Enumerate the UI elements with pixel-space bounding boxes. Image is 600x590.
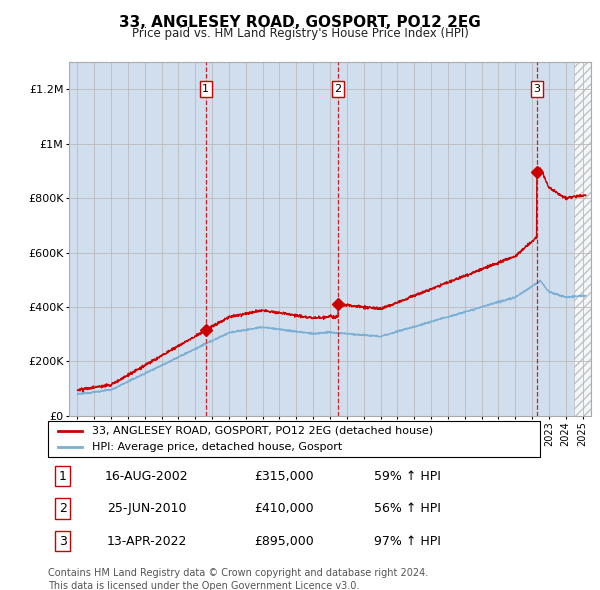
Text: 59% ↑ HPI: 59% ↑ HPI: [374, 470, 440, 483]
Text: 1: 1: [59, 470, 67, 483]
Text: £315,000: £315,000: [254, 470, 314, 483]
Text: 2: 2: [59, 502, 67, 515]
Bar: [338, 62, 537, 416]
Bar: [574, 62, 591, 416]
Text: £895,000: £895,000: [254, 535, 314, 548]
Text: 56% ↑ HPI: 56% ↑ HPI: [374, 502, 440, 515]
Bar: [69, 62, 206, 416]
Text: 16-AUG-2002: 16-AUG-2002: [104, 470, 188, 483]
Text: Contains HM Land Registry data © Crown copyright and database right 2024.
This d: Contains HM Land Registry data © Crown c…: [48, 568, 428, 590]
Text: 33, ANGLESEY ROAD, GOSPORT, PO12 2EG: 33, ANGLESEY ROAD, GOSPORT, PO12 2EG: [119, 15, 481, 30]
FancyBboxPatch shape: [48, 421, 540, 457]
Text: HPI: Average price, detached house, Gosport: HPI: Average price, detached house, Gosp…: [92, 442, 343, 452]
Text: 97% ↑ HPI: 97% ↑ HPI: [374, 535, 440, 548]
Text: 3: 3: [533, 84, 541, 94]
Text: 1: 1: [202, 84, 209, 94]
Text: 13-APR-2022: 13-APR-2022: [106, 535, 187, 548]
Text: 2: 2: [335, 84, 341, 94]
Text: 25-JUN-2010: 25-JUN-2010: [107, 502, 186, 515]
Text: 33, ANGLESEY ROAD, GOSPORT, PO12 2EG (detached house): 33, ANGLESEY ROAD, GOSPORT, PO12 2EG (de…: [92, 426, 433, 436]
Text: £410,000: £410,000: [254, 502, 314, 515]
Bar: [206, 62, 338, 416]
Bar: [537, 62, 574, 416]
Text: 3: 3: [59, 535, 67, 548]
Text: Price paid vs. HM Land Registry's House Price Index (HPI): Price paid vs. HM Land Registry's House …: [131, 27, 469, 40]
